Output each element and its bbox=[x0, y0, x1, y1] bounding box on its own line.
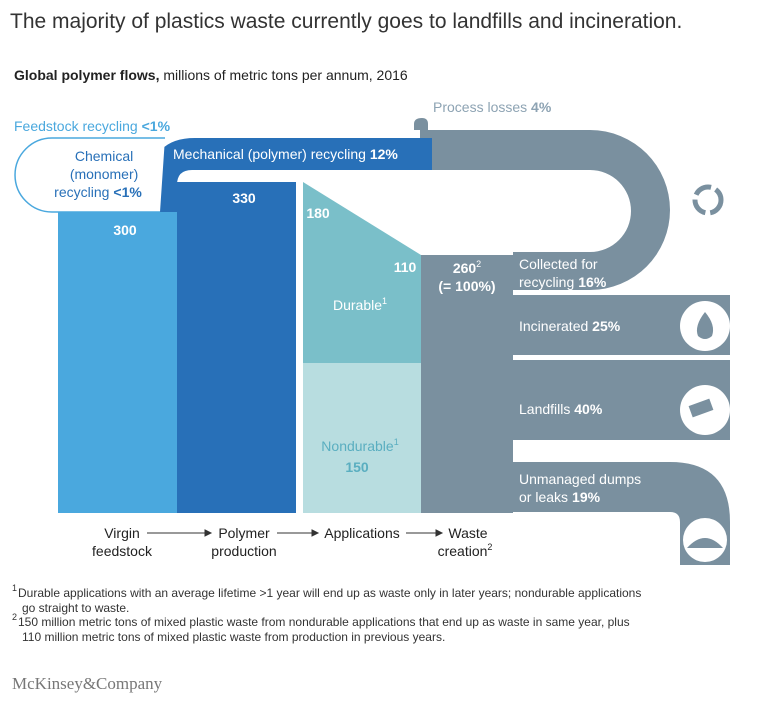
note: 1 bbox=[382, 296, 387, 306]
polymer-bar bbox=[177, 182, 296, 513]
durable-start: 180 bbox=[306, 205, 330, 221]
stage: Applications bbox=[324, 525, 400, 541]
dump-heap bbox=[687, 538, 723, 548]
line: go straight to waste. bbox=[22, 601, 129, 615]
line: creation bbox=[438, 543, 488, 559]
note: 2 bbox=[476, 259, 481, 269]
durable-label: Durable1 bbox=[333, 296, 387, 313]
incinerated: Incinerated 25% bbox=[519, 318, 621, 334]
process-loss-hook bbox=[414, 118, 428, 130]
label: Feedstock recycling bbox=[14, 118, 138, 134]
line: or leaks bbox=[519, 489, 568, 505]
note: 2 bbox=[487, 542, 492, 552]
line: Collected for bbox=[519, 256, 598, 272]
footnote: 1Durable applications with an average li… bbox=[12, 583, 641, 615]
logo: McKinsey&Company bbox=[12, 674, 163, 693]
stage: Polymer production bbox=[211, 525, 276, 559]
line: 110 million metric tons of mixed plastic… bbox=[22, 630, 445, 644]
arrow-head bbox=[311, 529, 320, 537]
line: Applications bbox=[324, 525, 400, 541]
value: 16% bbox=[578, 274, 607, 290]
line: Virgin bbox=[104, 525, 140, 541]
mechanical-recycling: Mechanical (polymer) recycling 12% bbox=[173, 146, 398, 162]
stage: Waste creation2 bbox=[438, 525, 493, 559]
value: <1% bbox=[113, 184, 142, 200]
unmanaged-box bbox=[513, 462, 730, 565]
hook-hole bbox=[422, 106, 434, 118]
value: 4% bbox=[531, 99, 552, 115]
waste-share: (= 100%) bbox=[438, 278, 495, 294]
line: Polymer bbox=[218, 525, 270, 541]
nondurable-area bbox=[303, 363, 421, 513]
recycling-loop bbox=[420, 130, 670, 290]
line: recycling bbox=[519, 274, 574, 290]
label: Nondurable bbox=[321, 438, 394, 454]
virgin-value: 300 bbox=[113, 222, 137, 238]
title: The majority of plastics waste currently… bbox=[10, 10, 682, 33]
label: Mechanical (polymer) recycling bbox=[173, 146, 366, 162]
recycle-icon bbox=[684, 176, 732, 224]
durable-end: 110 bbox=[394, 259, 417, 275]
line: production bbox=[211, 543, 276, 559]
line: Chemical bbox=[75, 148, 133, 164]
value: <1% bbox=[142, 118, 171, 134]
truck bbox=[688, 398, 714, 418]
stages: Virgin feedstock Polymer production Applic… bbox=[92, 525, 492, 559]
marker: 1 bbox=[12, 583, 17, 593]
polymer-value: 330 bbox=[232, 190, 256, 206]
label: Incinerated bbox=[519, 318, 588, 334]
arrow-head bbox=[204, 529, 213, 537]
chemical-loop bbox=[14, 137, 165, 213]
nondurable-label: Nondurable1 bbox=[321, 437, 398, 454]
landfills: Landfills 40% bbox=[519, 401, 603, 417]
feedstock-recycling: Feedstock recycling <1% bbox=[14, 118, 171, 134]
recycle-symbol bbox=[692, 184, 724, 216]
mechanical-band bbox=[150, 138, 432, 213]
subtitle-bold: Global polymer flows, bbox=[14, 67, 159, 83]
stage-arrows bbox=[147, 529, 444, 537]
collected: Collected for recycling 16% bbox=[519, 256, 607, 290]
line: 150 million metric tons of mixed plastic… bbox=[18, 615, 630, 629]
note: 1 bbox=[394, 437, 399, 447]
unmanaged: Unmanaged dumps or leaks 19% bbox=[519, 471, 645, 505]
stage: Virgin feedstock bbox=[92, 525, 153, 559]
virgin-bar bbox=[58, 212, 177, 513]
value: 25% bbox=[592, 318, 621, 334]
value: 12% bbox=[370, 146, 399, 162]
flame bbox=[696, 312, 714, 339]
process-losses: Process losses 4% bbox=[433, 99, 552, 115]
chemical-recycling: Chemical (monomer) recycling <1% bbox=[54, 148, 142, 200]
value: 260 bbox=[453, 260, 477, 276]
nondurable-value: 150 bbox=[345, 459, 369, 475]
durable-area bbox=[303, 182, 421, 363]
waste-value: 2602 bbox=[453, 259, 481, 276]
footnote: 2150 million metric tons of mixed plasti… bbox=[12, 612, 630, 644]
waste-bar bbox=[421, 255, 513, 513]
line: feedstock bbox=[92, 543, 153, 559]
marker: 2 bbox=[12, 612, 17, 622]
line: Waste bbox=[448, 525, 487, 541]
value: 19% bbox=[572, 489, 601, 505]
line: (monomer) bbox=[70, 166, 138, 182]
subtitle-rest: millions of metric tons per annum, 2016 bbox=[163, 67, 408, 83]
line: recycling bbox=[54, 184, 109, 200]
label: Landfills bbox=[519, 401, 570, 417]
value: 40% bbox=[574, 401, 603, 417]
line: Unmanaged dumps bbox=[519, 471, 641, 487]
subtitle: Global polymer flows, millions of metric… bbox=[14, 67, 408, 83]
label: Process losses bbox=[433, 99, 527, 115]
line: Durable applications with an average lif… bbox=[18, 586, 641, 600]
arrow-head bbox=[435, 529, 444, 537]
label: Durable bbox=[333, 297, 382, 313]
